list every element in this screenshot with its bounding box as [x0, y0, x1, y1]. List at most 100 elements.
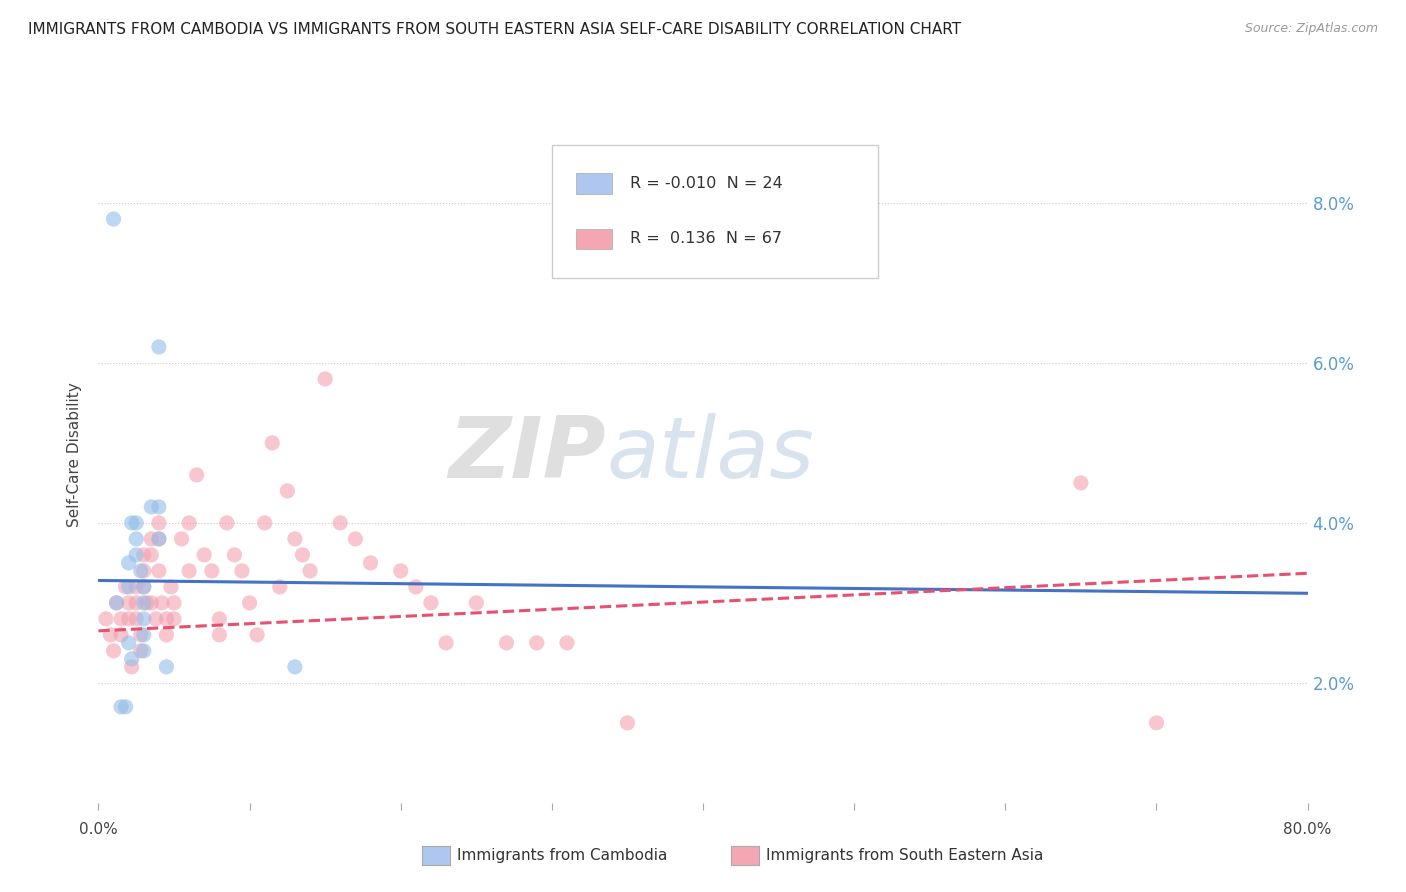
Point [118, 556, 141, 570]
Text: 0.0%: 0.0% [79, 822, 118, 837]
Text: atlas: atlas [606, 413, 814, 497]
Point [434, 636, 457, 650]
Point [239, 596, 262, 610]
Point [103, 212, 125, 227]
Point [141, 500, 163, 514]
Point [110, 612, 132, 626]
Point [344, 532, 367, 546]
Point [201, 564, 224, 578]
Point [526, 636, 548, 650]
Point [163, 596, 186, 610]
Y-axis label: Self-Care Disability: Self-Care Disability [67, 383, 83, 527]
Point [179, 516, 201, 530]
Point [132, 564, 155, 578]
Text: Source: ZipAtlas.com: Source: ZipAtlas.com [1244, 22, 1378, 36]
Point [132, 596, 155, 610]
Point [94, 612, 117, 626]
Point [132, 612, 155, 626]
Point [148, 516, 170, 530]
Point [269, 580, 291, 594]
Point [495, 636, 517, 650]
Point [420, 596, 443, 610]
Point [125, 532, 148, 546]
Point [389, 564, 412, 578]
Point [141, 548, 163, 562]
Point [616, 715, 638, 730]
Text: R = -0.010  N = 24: R = -0.010 N = 24 [630, 177, 783, 192]
Point [114, 699, 136, 714]
Point [155, 612, 177, 626]
Point [114, 580, 136, 594]
Text: IMMIGRANTS FROM CAMBODIA VS IMMIGRANTS FROM SOUTH EASTERN ASIA SELF-CARE DISABIL: IMMIGRANTS FROM CAMBODIA VS IMMIGRANTS F… [28, 22, 962, 37]
Point [132, 548, 155, 562]
Point [276, 483, 298, 498]
Point [284, 660, 307, 674]
Point [208, 628, 231, 642]
Point [141, 532, 163, 546]
Point [299, 564, 322, 578]
Point [155, 660, 177, 674]
Point [170, 532, 193, 546]
Point [148, 564, 170, 578]
FancyBboxPatch shape [576, 228, 613, 250]
Point [231, 564, 253, 578]
Point [100, 628, 122, 642]
Point [555, 636, 578, 650]
Point [125, 612, 148, 626]
Point [110, 699, 132, 714]
Text: Immigrants from Cambodia: Immigrants from Cambodia [457, 848, 668, 863]
Point [132, 644, 155, 658]
Point [118, 580, 141, 594]
Point [179, 564, 201, 578]
Point [262, 436, 284, 450]
Point [148, 532, 170, 546]
FancyBboxPatch shape [576, 173, 613, 194]
Point [141, 596, 163, 610]
Point [186, 467, 208, 482]
Point [118, 636, 141, 650]
Point [155, 628, 177, 642]
Point [103, 644, 125, 658]
Point [110, 628, 132, 642]
Text: R =  0.136  N = 67: R = 0.136 N = 67 [630, 231, 783, 246]
Point [135, 596, 157, 610]
Point [132, 580, 155, 594]
Point [121, 652, 143, 666]
Point [291, 548, 314, 562]
Text: 80.0%: 80.0% [1284, 822, 1331, 837]
Point [224, 548, 246, 562]
FancyBboxPatch shape [553, 145, 879, 277]
Point [163, 612, 186, 626]
Point [150, 596, 173, 610]
Point [105, 596, 128, 610]
Point [118, 612, 141, 626]
Point [125, 548, 148, 562]
Point [208, 612, 231, 626]
Point [132, 580, 155, 594]
Point [246, 628, 269, 642]
Text: Immigrants from South Eastern Asia: Immigrants from South Eastern Asia [766, 848, 1043, 863]
Point [132, 628, 155, 642]
Text: ZIP: ZIP [449, 413, 606, 497]
Point [125, 580, 148, 594]
Point [253, 516, 276, 530]
Point [148, 500, 170, 514]
Point [148, 340, 170, 354]
Point [1144, 715, 1167, 730]
Point [215, 516, 238, 530]
Point [105, 596, 128, 610]
Point [314, 372, 336, 386]
Point [329, 516, 352, 530]
Point [121, 516, 143, 530]
Point [193, 548, 215, 562]
Point [129, 564, 152, 578]
Point [405, 580, 427, 594]
Point [145, 612, 167, 626]
Point [148, 532, 170, 546]
Point [118, 596, 141, 610]
Point [125, 596, 148, 610]
Point [284, 532, 307, 546]
Point [1070, 475, 1092, 490]
Point [465, 596, 488, 610]
Point [160, 580, 183, 594]
